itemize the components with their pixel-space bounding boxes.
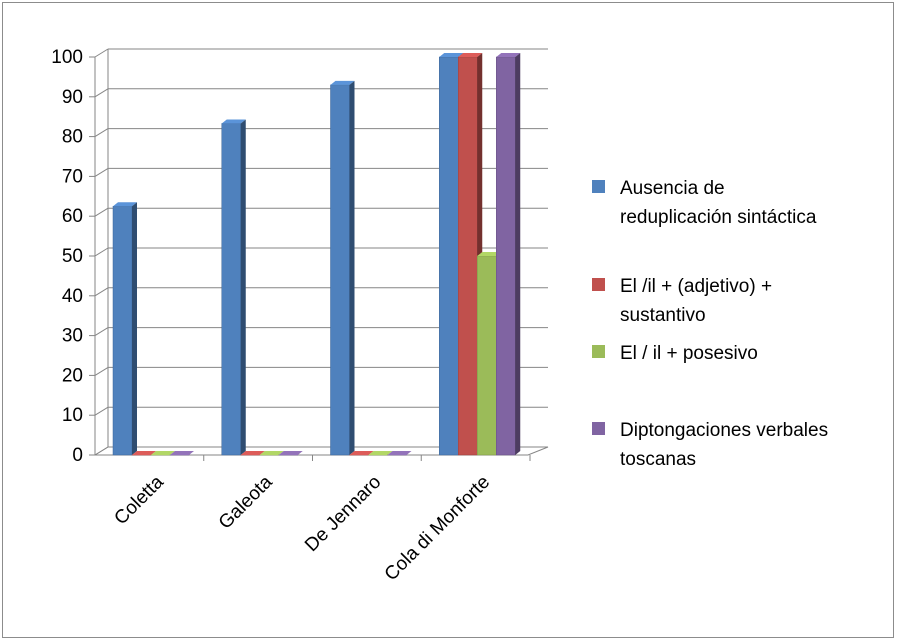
side-wall-gridline (94, 167, 109, 177)
y-tick-label: 90 (62, 87, 83, 108)
legend-swatch (592, 345, 605, 358)
bar (278, 451, 303, 456)
bar-top (458, 53, 483, 57)
legend-swatch (592, 422, 605, 435)
side-wall-gridline (94, 207, 109, 217)
bar-top (151, 451, 175, 455)
y-tick-label: 80 (62, 127, 83, 148)
bar-front (477, 255, 497, 456)
legend-label: reduplicación sintáctica (620, 207, 817, 228)
side-wall-gridline (94, 247, 109, 257)
bar-front (439, 56, 459, 456)
legend: Ausencia de reduplicación sintáctica El /i… (592, 178, 828, 470)
bar-front (458, 56, 478, 456)
y-tick-label: 0 (72, 445, 83, 466)
y-tick-label: 100 (51, 47, 83, 68)
y-tick-label: 30 (62, 326, 83, 347)
bar-top (113, 202, 137, 207)
bar-top (439, 53, 464, 57)
side-wall-gridline (94, 88, 109, 98)
legend-swatch (592, 278, 605, 291)
bar (387, 451, 412, 456)
bar-top (240, 451, 265, 455)
bar-front (330, 84, 350, 456)
legend-label: Ausencia de (620, 178, 725, 199)
y-tick-label: 20 (62, 365, 83, 386)
y-axis-ticks: 0 10 20 30 40 50 60 70 80 90 100 (51, 47, 95, 466)
bar-top (132, 451, 156, 455)
bar (496, 53, 521, 456)
bars (112, 53, 521, 456)
legend-label: sustantivo (620, 305, 706, 326)
bar-side (515, 53, 521, 455)
legend-label: toscanas (620, 449, 696, 470)
side-wall-gridline (94, 406, 109, 416)
bar-top (368, 451, 393, 455)
bar (150, 451, 175, 456)
bar-front (221, 123, 241, 456)
bar-top (349, 451, 374, 455)
x-category-label: Galeota (215, 471, 277, 533)
side-wall-gridline (94, 366, 109, 376)
bar-top (330, 80, 355, 85)
bar-top (259, 451, 284, 455)
legend-label: Diptongaciones verbales (620, 420, 828, 441)
legend-label: El / il + posesivo (620, 343, 758, 364)
legend-swatch (592, 180, 605, 193)
bar-top (387, 451, 412, 455)
bar-front (496, 56, 516, 456)
x-category-label: Coletta (110, 471, 168, 529)
y-tick-label: 60 (62, 206, 83, 227)
bar (169, 451, 194, 456)
side-wall-gridline (94, 128, 109, 138)
y-tick-label: 40 (62, 286, 83, 307)
legend-label: El /il + (adjetivo) + (620, 276, 772, 297)
bar-top (170, 451, 194, 455)
bar-top (278, 451, 303, 455)
y-tick-label: 50 (62, 246, 83, 267)
bar-side (349, 80, 355, 456)
bar-front (112, 206, 133, 456)
bar (112, 202, 137, 456)
y-tick-label: 70 (62, 166, 83, 187)
side-wall-gridline (94, 327, 109, 337)
x-category-label: Cola di Monforte (381, 472, 494, 585)
side-wall-gridline (94, 48, 109, 58)
bar-top (477, 252, 502, 256)
side-wall-gridline (94, 287, 109, 297)
y-tick-label: 10 (62, 405, 83, 426)
bar-side (240, 119, 246, 455)
bar (330, 80, 355, 456)
bar-top (496, 53, 521, 57)
bar (221, 119, 246, 456)
bar-side (132, 202, 137, 455)
bar-top (221, 119, 246, 124)
x-category-label: De Jennaro (301, 472, 385, 556)
